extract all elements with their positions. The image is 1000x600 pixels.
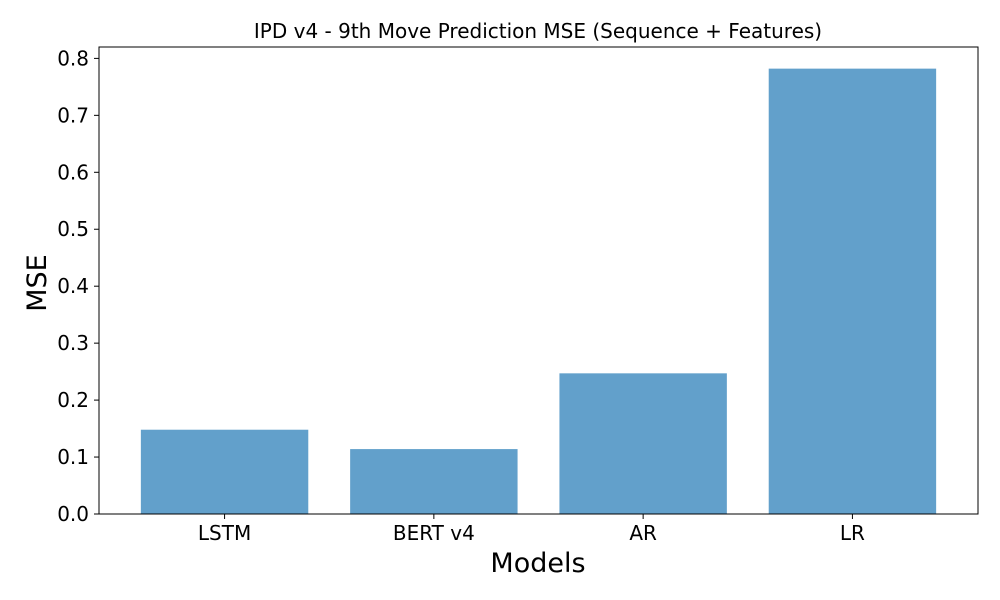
y-tick-label: 0.6 [57,160,89,184]
y-tick-label: 0.0 [57,502,89,526]
y-axis-ticks: 0.0 0.1 0.2 0.3 0.4 0.5 0.6 0.7 0.8 [57,46,99,526]
plot-frame [98,46,979,515]
x-axis-label: Models [490,548,585,579]
x-tick-label: BERT v4 [393,521,475,545]
y-tick-label: 0.5 [57,217,89,241]
x-tick-label: LSTM [198,521,251,545]
chart-title: IPD v4 - 9th Move Prediction MSE (Sequen… [254,19,822,43]
x-axis-ticks: LSTM BERT v4 AR LR [198,514,865,545]
y-tick-label: 0.4 [57,274,89,298]
y-tick-label: 0.2 [57,388,89,412]
y-tick-label: 0.1 [57,445,89,469]
y-axis-label: MSE [22,254,53,312]
x-tick-label: LR [840,521,865,545]
bar-bert-v4 [350,449,518,514]
bar-lr [768,68,937,514]
y-tick-label: 0.7 [57,103,89,127]
bars-layer [140,68,937,514]
bar-lstm [140,429,309,514]
x-tick-label: AR [629,521,657,545]
y-tick-label: 0.8 [57,46,89,70]
y-tick-label: 0.3 [57,331,89,355]
bar-ar [559,373,727,514]
